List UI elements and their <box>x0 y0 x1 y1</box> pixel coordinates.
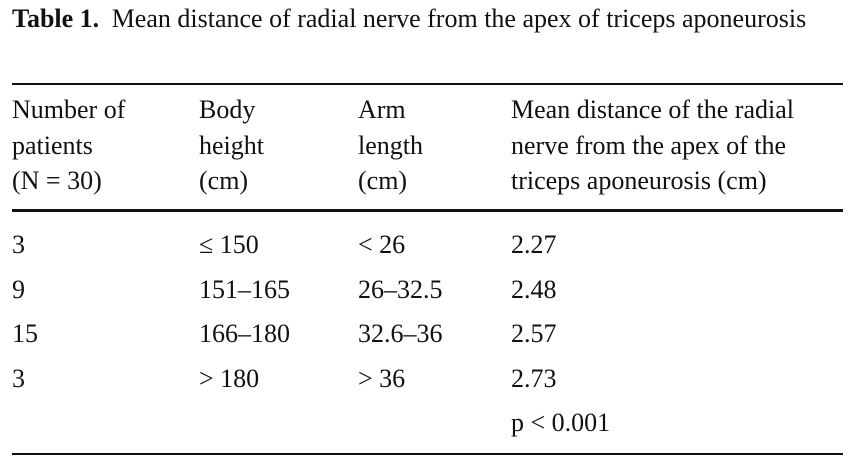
table-cell: 26–32.5 <box>358 274 443 304</box>
table-cell: 2.73 <box>511 363 557 393</box>
table-cell: 2.27 <box>511 230 557 259</box>
header-cell: (N = 30) <box>12 166 102 195</box>
table-cell: 32.6–36 <box>358 319 443 348</box>
table-cell: > 36 <box>358 363 406 393</box>
bottom-rule <box>12 453 843 455</box>
header-rule <box>12 209 843 212</box>
table-cell: > 180 <box>199 363 260 393</box>
header-cell: length <box>358 130 423 160</box>
header-cell: height <box>199 130 264 160</box>
table-cell: 3 <box>12 363 25 393</box>
header-cell: Number of <box>12 95 126 124</box>
caption-label: Table 1. <box>12 4 100 33</box>
table-caption: Table 1. Mean distance of radial nerve f… <box>12 2 843 36</box>
table-cell: 15 <box>12 319 38 348</box>
header-cell: nerve from the apex of the <box>511 130 787 160</box>
top-rule <box>12 83 843 85</box>
caption-text: Mean distance of radial nerve from the a… <box>111 4 807 33</box>
table-note: p < 0.001 <box>511 408 611 437</box>
table-cell: ≤ 150 <box>199 230 259 259</box>
header-cell: Arm <box>358 95 406 124</box>
header-cell: (cm) <box>358 166 408 195</box>
table-cell: 151–165 <box>199 274 290 304</box>
table-cell: 166–180 <box>199 319 290 348</box>
header-cell: Body <box>199 95 256 124</box>
table-cell: 9 <box>12 274 25 304</box>
header-cell: patients <box>12 130 93 160</box>
table-cell: 2.48 <box>511 274 557 304</box>
header-cell: (cm) <box>199 166 249 195</box>
header-cell: triceps aponeurosis (cm) <box>511 166 767 195</box>
table-cell: 3 <box>12 230 25 259</box>
table-cell: < 26 <box>358 230 406 259</box>
header-cell: Mean distance of the radial <box>511 95 794 124</box>
table-cell: 2.57 <box>511 319 557 348</box>
